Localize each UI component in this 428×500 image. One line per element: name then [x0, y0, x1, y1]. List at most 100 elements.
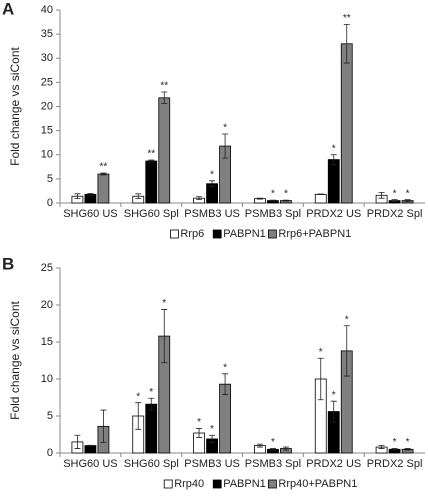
- y-tick-label: 0: [47, 197, 53, 209]
- error-bar: [404, 199, 411, 202]
- significance-label: *: [345, 314, 349, 325]
- error-bar: [209, 434, 216, 444]
- y-tick-label: 40: [41, 4, 53, 16]
- panel-label: A: [2, 0, 14, 18]
- bar: [340, 43, 353, 204]
- significance-label: *: [271, 437, 275, 448]
- error-bar: [100, 409, 107, 444]
- y-tick-label: 35: [41, 28, 53, 40]
- significance-label: *: [393, 437, 397, 448]
- bar: [84, 445, 97, 454]
- x-tick-label: PSMB3 US: [184, 458, 240, 470]
- x-tick-label: PRDX2 Spl: [367, 208, 423, 220]
- significance-label: **: [147, 149, 155, 160]
- x-tick-label: PSMB3 US: [184, 208, 240, 220]
- error-bar: [269, 199, 276, 202]
- error-bar: [196, 428, 203, 438]
- significance-label: *: [284, 189, 288, 200]
- legend-label: Rrp6+PABPN1: [278, 228, 351, 240]
- y-tick-label: 10: [41, 149, 53, 161]
- legend-swatch: [267, 229, 277, 239]
- panel-label: B: [2, 254, 14, 273]
- error-bar: [100, 172, 107, 176]
- y-tick-label: 20: [41, 100, 53, 112]
- significance-label: *: [332, 390, 336, 401]
- error-bar: [343, 24, 350, 64]
- error-bar: [87, 444, 94, 447]
- error-bar: [317, 357, 324, 401]
- bar: [145, 160, 158, 204]
- error-bar: [256, 197, 263, 200]
- y-tick-label: 25: [41, 76, 53, 88]
- significance-label: **: [160, 81, 168, 92]
- bar: [158, 97, 171, 204]
- significance-label: *: [162, 298, 166, 309]
- significance-label: *: [393, 188, 397, 199]
- error-bar: [196, 196, 203, 201]
- legend-label: PABPN1: [223, 478, 266, 490]
- significance-label: *: [223, 362, 227, 373]
- legend-swatch: [169, 229, 179, 239]
- error-bar: [161, 309, 168, 364]
- significance-label: *: [406, 188, 410, 199]
- legend-label: Rrp40+PABPN1: [278, 478, 357, 490]
- error-bar: [282, 199, 289, 202]
- x-tick-label: PSMB3 Spl: [245, 458, 301, 470]
- bar: [327, 159, 340, 204]
- significance-label: *: [210, 169, 214, 180]
- error-bar: [378, 445, 385, 449]
- error-bar: [74, 193, 81, 200]
- y-tick-label: 20: [41, 299, 53, 311]
- bar: [314, 193, 327, 204]
- error-bar: [209, 180, 216, 187]
- significance-label: *: [210, 424, 214, 435]
- legend-swatch: [212, 229, 222, 239]
- significance-label: *: [197, 417, 201, 428]
- significance-label: *: [406, 437, 410, 448]
- error-bar: [378, 191, 385, 199]
- significance-label: **: [100, 162, 108, 173]
- error-bar: [135, 402, 142, 430]
- y-tick-label: 0: [47, 447, 53, 459]
- significance-label: *: [149, 387, 153, 398]
- bar: [97, 173, 110, 204]
- error-bar: [161, 91, 168, 105]
- y-tick-label: 15: [41, 125, 53, 137]
- significance-label: *: [332, 143, 336, 154]
- bar: [145, 403, 158, 454]
- significance-label: *: [271, 189, 275, 200]
- y-tick-label: 25: [41, 262, 53, 274]
- error-bar: [404, 448, 411, 451]
- y-axis-label: Fold change vs siCont: [8, 46, 22, 165]
- significance-label: *: [136, 391, 140, 402]
- y-tick-label: 30: [41, 52, 53, 64]
- error-bar: [135, 193, 142, 200]
- error-bar: [269, 448, 276, 451]
- x-tick-label: SHG60 Spl: [124, 208, 179, 220]
- error-bar: [148, 397, 155, 411]
- error-bar: [87, 192, 94, 196]
- x-tick-label: SHG60 US: [63, 208, 117, 220]
- significance-label: *: [319, 347, 323, 358]
- legend-swatch: [163, 479, 173, 489]
- legend-swatch: [267, 479, 277, 489]
- y-axis-label: Fold change vs siCont: [8, 300, 22, 419]
- error-bar: [256, 443, 263, 448]
- error-bar: [330, 154, 337, 165]
- x-tick-label: SHG60 US: [63, 458, 117, 470]
- legend-swatch: [212, 479, 222, 489]
- y-tick-label: 15: [41, 336, 53, 348]
- error-bar: [282, 446, 289, 451]
- y-tick-label: 10: [41, 373, 53, 385]
- legend-label: PABPN1: [223, 228, 266, 240]
- legend-label: Rrp40: [174, 478, 204, 490]
- x-tick-label: SHG60 Spl: [124, 458, 179, 470]
- x-tick-label: PRDX2 US: [306, 208, 361, 220]
- error-bar: [148, 159, 155, 163]
- legend-label: Rrp6: [180, 228, 204, 240]
- error-bar: [343, 325, 350, 377]
- error-bar: [222, 133, 229, 159]
- significance-label: **: [343, 13, 351, 24]
- x-tick-label: PSMB3 Spl: [245, 208, 301, 220]
